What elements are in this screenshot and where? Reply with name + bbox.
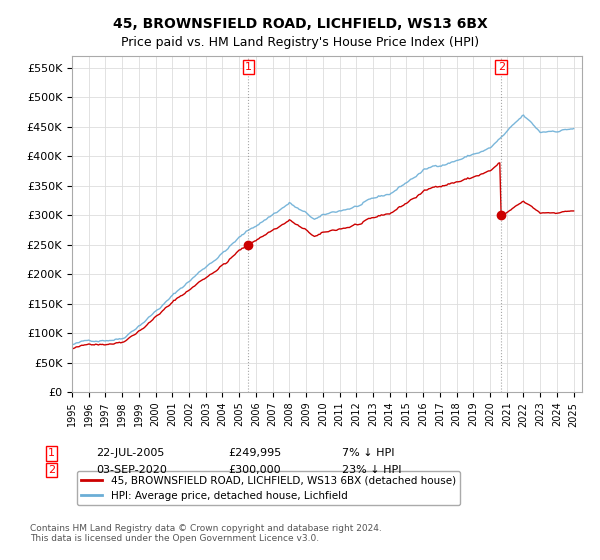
Text: 03-SEP-2020: 03-SEP-2020 [96, 465, 167, 475]
Legend: 45, BROWNSFIELD ROAD, LICHFIELD, WS13 6BX (detached house), HPI: Average price, : 45, BROWNSFIELD ROAD, LICHFIELD, WS13 6B… [77, 471, 460, 505]
Text: 23% ↓ HPI: 23% ↓ HPI [342, 465, 401, 475]
Text: £300,000: £300,000 [228, 465, 281, 475]
Text: £249,995: £249,995 [228, 449, 281, 459]
Text: 1: 1 [245, 62, 252, 72]
Text: 2: 2 [48, 465, 55, 475]
Text: 45, BROWNSFIELD ROAD, LICHFIELD, WS13 6BX: 45, BROWNSFIELD ROAD, LICHFIELD, WS13 6B… [113, 17, 487, 31]
Text: 22-JUL-2005: 22-JUL-2005 [96, 449, 164, 459]
Text: 1: 1 [48, 449, 55, 459]
Text: Contains HM Land Registry data © Crown copyright and database right 2024.
This d: Contains HM Land Registry data © Crown c… [30, 524, 382, 543]
Text: Price paid vs. HM Land Registry's House Price Index (HPI): Price paid vs. HM Land Registry's House … [121, 36, 479, 49]
Text: 7% ↓ HPI: 7% ↓ HPI [342, 449, 395, 459]
Text: 2: 2 [497, 62, 505, 72]
